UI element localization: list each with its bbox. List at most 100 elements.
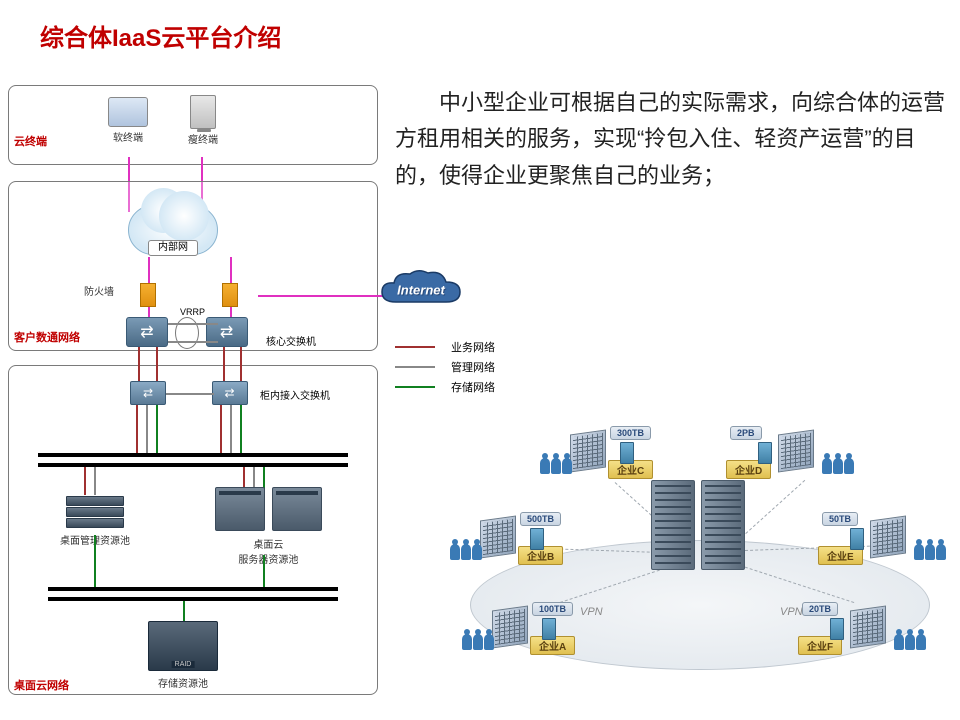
edge-rack-icon bbox=[850, 528, 864, 550]
edge-rack-icon bbox=[830, 618, 844, 640]
link-sw-sw-top bbox=[168, 323, 218, 325]
soft-terminal-node: 软终端 bbox=[108, 97, 148, 144]
link-sbus-storage bbox=[183, 601, 185, 621]
size-badge-F: 20TB bbox=[802, 602, 838, 616]
core-switch-1 bbox=[126, 317, 168, 347]
legend-biz-label: 业务网络 bbox=[451, 339, 495, 355]
building-icon bbox=[570, 429, 606, 472]
thin-terminal-icon bbox=[190, 95, 216, 129]
link-cloud-fw1 bbox=[148, 257, 150, 285]
link-bus-srv-r bbox=[243, 467, 245, 489]
building-icon bbox=[480, 515, 516, 558]
link-acc-bus-1r bbox=[136, 405, 138, 455]
rack-icon bbox=[701, 480, 745, 570]
firewall-label: 防火墙 bbox=[84, 287, 114, 298]
rack-icon bbox=[651, 480, 695, 570]
edge-rack-icon bbox=[758, 442, 772, 464]
link-sw-sw-bot bbox=[168, 341, 218, 343]
bus-line-1 bbox=[38, 453, 348, 457]
label-desktop-cloud: 桌面云网络 bbox=[14, 677, 69, 693]
legend-mgmt: 管理网络 bbox=[395, 359, 495, 375]
server-unit-icon bbox=[66, 518, 124, 528]
edge-rack-icon bbox=[530, 528, 544, 550]
people-icon bbox=[914, 544, 946, 560]
access-switch-group bbox=[130, 381, 248, 408]
link-core-acc-2a bbox=[223, 347, 225, 383]
edge-rack-icon bbox=[620, 442, 634, 464]
internet-label: Internet bbox=[397, 283, 445, 298]
center-datacenter bbox=[650, 480, 750, 590]
link-core-acc-2b bbox=[240, 347, 242, 383]
link-core-internet bbox=[258, 295, 388, 297]
building-icon bbox=[870, 515, 906, 558]
people-icon bbox=[450, 544, 482, 560]
server-pool-label: 桌面云 服务器资源池 bbox=[213, 536, 324, 566]
building-icon bbox=[850, 605, 886, 648]
label-terminals: 云终端 bbox=[14, 133, 47, 149]
link-bus-mgmt-r bbox=[84, 467, 86, 495]
storage-bus-2 bbox=[48, 597, 338, 601]
legend: 业务网络 管理网络 存储网络 bbox=[395, 335, 495, 399]
legend-storage: 存储网络 bbox=[395, 379, 495, 395]
enterprise-F bbox=[850, 608, 894, 652]
soft-terminal-label: 软终端 bbox=[108, 129, 148, 144]
core-switch-2 bbox=[206, 317, 248, 347]
people-icon bbox=[822, 458, 854, 474]
building-icon bbox=[778, 429, 814, 472]
firewall-group: 防火墙 bbox=[84, 283, 118, 298]
access-switch-1 bbox=[130, 381, 166, 405]
vpn-label-left: VPN bbox=[580, 606, 603, 618]
link-acc-bus-2r bbox=[220, 405, 222, 455]
link-acc-acc bbox=[166, 393, 214, 395]
people-icon bbox=[462, 634, 494, 650]
link-acc-bus-1g bbox=[146, 405, 148, 455]
vpn-label-right: VPN bbox=[780, 606, 803, 618]
server-pool-node: 桌面云 服务器资源池 bbox=[213, 487, 324, 566]
building-icon bbox=[492, 605, 528, 648]
edge-rack-icon bbox=[542, 618, 556, 640]
size-badge-B: 500TB bbox=[520, 512, 561, 526]
size-badge-C: 300TB bbox=[610, 426, 651, 440]
link-bus-srv-g bbox=[253, 467, 255, 489]
core-switch-group bbox=[126, 317, 248, 350]
legend-line-mgmt bbox=[395, 366, 435, 368]
people-icon bbox=[894, 634, 926, 650]
server-unit-icon bbox=[66, 507, 124, 517]
intranet-label: 内部网 bbox=[148, 240, 198, 256]
thin-terminal-node: 瘦终端 bbox=[188, 95, 218, 146]
link-srv-sbus bbox=[263, 555, 265, 589]
legend-line-storage bbox=[395, 386, 435, 388]
vrrp-label: VRRP bbox=[180, 307, 205, 317]
legend-line-biz bbox=[395, 346, 435, 348]
enterprise-D bbox=[778, 432, 822, 476]
access-switch-label: 柜内接入交换机 bbox=[260, 387, 330, 402]
label-customer-net: 客户数通网络 bbox=[14, 329, 80, 345]
storage-pool-label: 存储资源池 bbox=[148, 675, 218, 690]
size-badge-D: 2PB bbox=[730, 426, 762, 440]
link-bus-mgmt-g bbox=[94, 467, 96, 495]
enterprise-E bbox=[870, 518, 914, 562]
vrrp-icon bbox=[175, 317, 199, 349]
storage-pool-node: 存储资源池 bbox=[148, 621, 218, 690]
link-acc-bus-2g bbox=[230, 405, 232, 455]
access-switch-2 bbox=[212, 381, 248, 405]
link-acc-bus-2gn bbox=[240, 405, 242, 455]
server-unit-icon bbox=[66, 496, 124, 506]
link-core-acc-1a bbox=[138, 347, 140, 383]
link-core-acc-1b bbox=[156, 347, 158, 383]
thin-terminal-label: 瘦终端 bbox=[188, 131, 218, 146]
legend-biz: 业务网络 bbox=[395, 339, 495, 355]
description-text: 中小型企业可根据自己的实际需求，向综合体的运营方租用相关的服务，实现“拎包入住、… bbox=[395, 85, 945, 194]
legend-storage-label: 存储网络 bbox=[451, 379, 495, 395]
size-badge-E: 50TB bbox=[822, 512, 858, 526]
page-title: 综合体IaaS云平台介绍 bbox=[0, 0, 960, 53]
network-diagram: 云终端 软终端 瘦终端 客户数通网络 内部网 防火墙 VRRP 核心交换机 桌面… bbox=[8, 85, 383, 705]
firewall-icon-2 bbox=[222, 283, 238, 307]
internet-cloud: Internet bbox=[376, 268, 466, 312]
core-switch-label: 核心交换机 bbox=[266, 333, 316, 348]
server-rack-icon bbox=[215, 487, 265, 531]
enterprise-cluster: VPN VPN 企业A100TB企业B500TB企业C300TB企业D2PB企业… bbox=[450, 410, 950, 710]
link-mgmt-sbus bbox=[94, 535, 96, 589]
firewall-icon-1 bbox=[140, 283, 156, 307]
server-rack-icon bbox=[272, 487, 322, 531]
